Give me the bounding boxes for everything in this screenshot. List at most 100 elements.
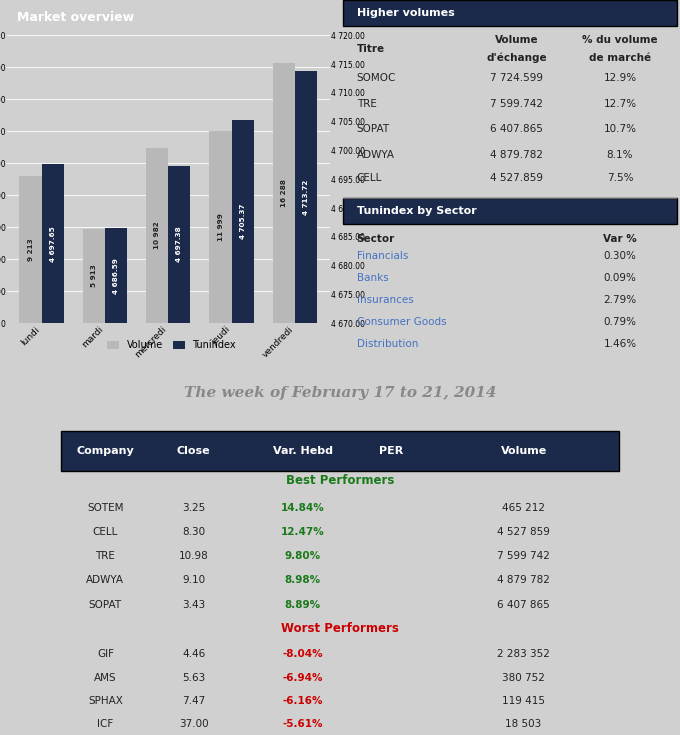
Text: -6.94%: -6.94% <box>282 673 323 683</box>
Text: 1.46%: 1.46% <box>603 339 636 349</box>
Text: 12.47%: 12.47% <box>281 527 324 537</box>
Text: 9 213: 9 213 <box>28 238 33 261</box>
Text: 4 879 782: 4 879 782 <box>497 576 550 585</box>
Bar <box>41 164 64 735</box>
Text: TRE: TRE <box>95 551 116 561</box>
Text: CELL: CELL <box>92 527 118 537</box>
Text: 4 705.37: 4 705.37 <box>240 204 245 239</box>
Text: CELL: CELL <box>357 173 382 183</box>
Text: -6.16%: -6.16% <box>282 696 323 706</box>
Text: Var. Hebd: Var. Hebd <box>273 446 333 456</box>
FancyBboxPatch shape <box>343 198 677 224</box>
Text: 4 527.859: 4 527.859 <box>490 173 543 183</box>
Text: 8.89%: 8.89% <box>284 600 321 610</box>
Text: Titre: Titre <box>357 44 385 54</box>
Text: 7.5%: 7.5% <box>607 173 633 183</box>
Text: 6 407.865: 6 407.865 <box>490 124 543 135</box>
Text: 5.63: 5.63 <box>182 673 205 683</box>
Text: Sector: Sector <box>357 234 395 244</box>
Text: Var %: Var % <box>603 234 637 244</box>
Text: 12.9%: 12.9% <box>603 74 636 83</box>
Text: 37.00: 37.00 <box>179 719 209 729</box>
Text: GIF: GIF <box>97 649 114 659</box>
Text: 6 407 865: 6 407 865 <box>497 600 550 610</box>
Text: PER: PER <box>379 446 403 456</box>
Text: Insurances: Insurances <box>357 295 413 305</box>
Text: 4.46: 4.46 <box>182 649 205 659</box>
Text: 10 982: 10 982 <box>154 222 160 249</box>
Text: SOPAT: SOPAT <box>357 124 390 135</box>
Text: 3.43: 3.43 <box>182 600 205 610</box>
Text: 8.1%: 8.1% <box>607 150 633 159</box>
Text: % du volume: % du volume <box>582 35 658 45</box>
Text: Banks: Banks <box>357 273 388 283</box>
Text: 4 527 859: 4 527 859 <box>497 527 550 537</box>
Text: d'échange: d'échange <box>486 53 547 63</box>
Bar <box>209 132 232 323</box>
Text: 10.7%: 10.7% <box>603 124 636 135</box>
Text: Market overview: Market overview <box>17 11 134 24</box>
Text: 0.30%: 0.30% <box>604 251 636 262</box>
Text: TRE: TRE <box>357 98 377 109</box>
Text: 14.84%: 14.84% <box>281 503 324 512</box>
Text: 4 697.38: 4 697.38 <box>176 226 182 262</box>
Text: SOPAT: SOPAT <box>89 600 122 610</box>
Bar <box>146 148 169 323</box>
Text: 380 752: 380 752 <box>502 673 545 683</box>
Text: 2 283 352: 2 283 352 <box>497 649 550 659</box>
Text: ADWYA: ADWYA <box>86 576 124 585</box>
Text: Best Performers: Best Performers <box>286 474 394 487</box>
Text: Distribution: Distribution <box>357 339 418 349</box>
Bar <box>105 228 127 735</box>
Text: 10.98: 10.98 <box>179 551 209 561</box>
Text: Company: Company <box>77 446 134 456</box>
Bar <box>20 176 41 323</box>
Text: 4 879.782: 4 879.782 <box>490 150 543 159</box>
Text: ICF: ICF <box>97 719 114 729</box>
Text: 3.25: 3.25 <box>182 503 205 512</box>
Text: 4 686.59: 4 686.59 <box>113 258 119 293</box>
Text: SPHAX: SPHAX <box>88 696 123 706</box>
Text: 18 503: 18 503 <box>505 719 542 729</box>
Text: 9.80%: 9.80% <box>284 551 321 561</box>
Text: 11 999: 11 999 <box>218 213 224 241</box>
Text: ADWYA: ADWYA <box>357 150 394 159</box>
Text: 5 913: 5 913 <box>91 265 97 287</box>
Text: -8.04%: -8.04% <box>282 649 323 659</box>
Text: 0.09%: 0.09% <box>604 273 636 283</box>
Bar <box>169 165 190 735</box>
Bar <box>232 120 254 735</box>
Text: Tunindex by Sector: Tunindex by Sector <box>357 207 477 216</box>
Text: 7.47: 7.47 <box>182 696 205 706</box>
Text: Close: Close <box>177 446 211 456</box>
Text: AMS: AMS <box>94 673 117 683</box>
Text: Volume: Volume <box>495 35 539 45</box>
Text: SOMOC: SOMOC <box>357 74 396 83</box>
Text: 7 599 742: 7 599 742 <box>497 551 550 561</box>
Bar <box>83 229 105 323</box>
FancyBboxPatch shape <box>61 431 619 471</box>
Bar <box>295 71 317 735</box>
Text: 119 415: 119 415 <box>502 696 545 706</box>
Bar <box>273 62 295 323</box>
Text: 8.30: 8.30 <box>182 527 205 537</box>
Text: Volume: Volume <box>500 446 547 456</box>
FancyBboxPatch shape <box>343 0 677 26</box>
Text: 8.98%: 8.98% <box>284 576 321 585</box>
Text: 4 697.65: 4 697.65 <box>50 226 56 262</box>
Text: Worst Performers: Worst Performers <box>281 623 399 635</box>
Text: Higher volumes: Higher volumes <box>357 8 454 18</box>
Text: 16 288: 16 288 <box>281 179 287 207</box>
Text: 9.10: 9.10 <box>182 576 205 585</box>
Text: Consumer Goods: Consumer Goods <box>357 317 446 327</box>
Text: -5.61%: -5.61% <box>282 719 323 729</box>
Text: de marché: de marché <box>589 53 651 63</box>
Text: 12.7%: 12.7% <box>603 98 636 109</box>
Text: The week of February 17 to 21, 2014: The week of February 17 to 21, 2014 <box>184 386 496 400</box>
Text: Financials: Financials <box>357 251 408 262</box>
Text: 465 212: 465 212 <box>502 503 545 512</box>
Legend: Volume, Tunindex: Volume, Tunindex <box>107 340 236 351</box>
Text: 2.79%: 2.79% <box>603 295 636 305</box>
Text: 7 724.599: 7 724.599 <box>490 74 543 83</box>
Text: 0.79%: 0.79% <box>603 317 636 327</box>
